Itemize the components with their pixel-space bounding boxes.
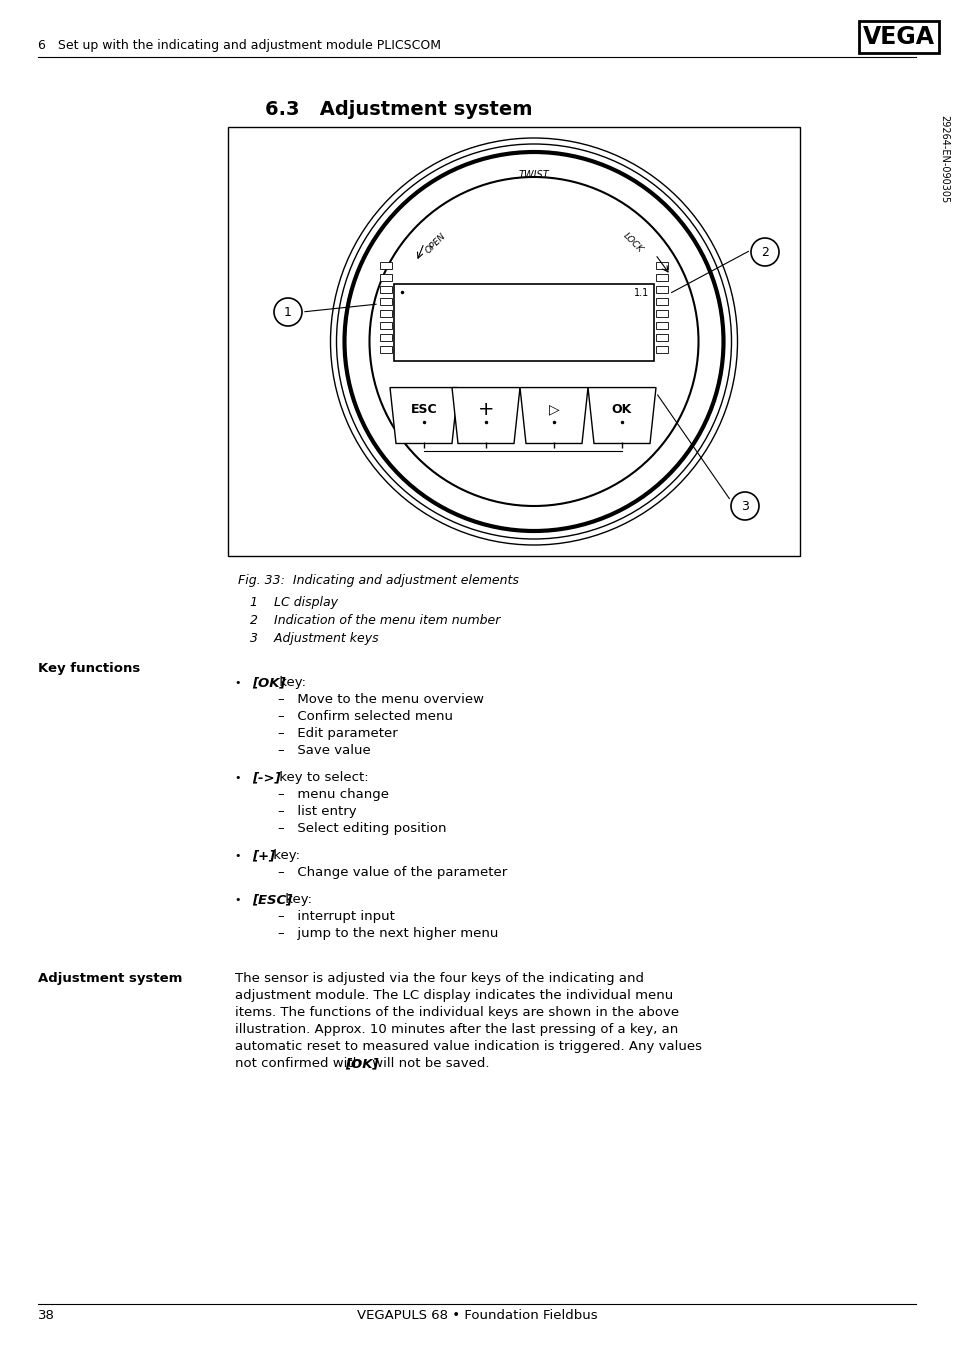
- Text: Fig. 33:  Indicating and adjustment elements: Fig. 33: Indicating and adjustment eleme…: [237, 574, 518, 588]
- Text: will not be saved.: will not be saved.: [368, 1057, 490, 1070]
- Bar: [379, 322, 392, 329]
- Text: •: •: [233, 773, 240, 783]
- PathPatch shape: [390, 387, 457, 444]
- Text: VEGAPULS 68 • Foundation Fieldbus: VEGAPULS 68 • Foundation Fieldbus: [356, 1309, 597, 1322]
- Text: 6   Set up with the indicating and adjustment module PLICSCOM: 6 Set up with the indicating and adjustm…: [38, 39, 440, 51]
- Text: –   jump to the next higher menu: – jump to the next higher menu: [277, 927, 497, 940]
- Bar: [379, 310, 392, 317]
- Text: 1    LC display: 1 LC display: [250, 596, 337, 609]
- Bar: [394, 284, 654, 362]
- Text: [+]: [+]: [252, 849, 274, 862]
- Text: 1.1: 1.1: [633, 288, 648, 298]
- Bar: [656, 347, 667, 353]
- Text: 1: 1: [284, 306, 292, 318]
- Text: key to select:: key to select:: [274, 770, 369, 784]
- Text: •: •: [233, 895, 240, 904]
- Bar: [656, 310, 667, 317]
- Bar: [656, 286, 667, 294]
- Text: [OK] key:: [OK] key:: [252, 676, 313, 689]
- Text: key:: key:: [281, 894, 312, 906]
- Bar: [379, 286, 392, 294]
- Bar: [656, 263, 667, 269]
- Text: key:: key:: [269, 849, 300, 862]
- Text: [ESC] key:: [ESC] key:: [252, 894, 319, 906]
- Text: Key functions: Key functions: [38, 662, 140, 676]
- Bar: [656, 322, 667, 329]
- Text: +: +: [477, 399, 494, 418]
- Text: key:: key:: [274, 676, 306, 689]
- Text: –   menu change: – menu change: [277, 788, 389, 802]
- Text: automatic reset to measured value indication is triggered. Any values: automatic reset to measured value indica…: [234, 1040, 701, 1053]
- Text: 3: 3: [740, 500, 748, 513]
- Text: ESC: ESC: [410, 403, 436, 416]
- Bar: [656, 298, 667, 305]
- Bar: [379, 275, 392, 282]
- Text: ▷: ▷: [548, 402, 558, 417]
- Text: 6.3   Adjustment system: 6.3 Adjustment system: [265, 100, 532, 119]
- Text: –   Change value of the parameter: – Change value of the parameter: [277, 867, 507, 879]
- Text: –   Save value: – Save value: [277, 743, 371, 757]
- Text: not confirmed with: not confirmed with: [234, 1057, 365, 1070]
- Text: items. The functions of the individual keys are shown in the above: items. The functions of the individual k…: [234, 1006, 679, 1020]
- Text: VEGA: VEGA: [862, 24, 934, 49]
- Text: •: •: [233, 678, 240, 688]
- Text: TWIST: TWIST: [518, 171, 549, 180]
- Bar: [379, 347, 392, 353]
- Bar: [656, 275, 667, 282]
- Text: –   Confirm selected menu: – Confirm selected menu: [277, 709, 453, 723]
- Bar: [379, 334, 392, 341]
- Bar: [228, 127, 800, 556]
- Text: –   Move to the menu overview: – Move to the menu overview: [277, 693, 483, 705]
- PathPatch shape: [519, 387, 587, 444]
- Text: 38: 38: [38, 1309, 55, 1322]
- Text: •: •: [233, 852, 240, 861]
- Bar: [379, 298, 392, 305]
- Text: –   list entry: – list entry: [277, 806, 356, 818]
- Text: 3    Adjustment keys: 3 Adjustment keys: [250, 632, 378, 645]
- Text: OPEN: OPEN: [423, 232, 447, 255]
- Bar: [656, 334, 667, 341]
- Text: OK: OK: [611, 403, 632, 416]
- Text: [->]: [->]: [252, 770, 280, 784]
- Text: illustration. Approx. 10 minutes after the last pressing of a key, an: illustration. Approx. 10 minutes after t…: [234, 1024, 678, 1036]
- Text: [OK]: [OK]: [345, 1057, 378, 1070]
- Text: 29264-EN-090305: 29264-EN-090305: [938, 115, 948, 203]
- Text: [+] key:: [+] key:: [252, 849, 304, 862]
- Text: adjustment module. The LC display indicates the individual menu: adjustment module. The LC display indica…: [234, 988, 673, 1002]
- Text: –   Select editing position: – Select editing position: [277, 822, 446, 835]
- Text: [OK]: [OK]: [252, 676, 285, 689]
- Bar: [379, 263, 392, 269]
- PathPatch shape: [587, 387, 656, 444]
- Text: 2    Indication of the menu item number: 2 Indication of the menu item number: [250, 613, 500, 627]
- Text: –   Edit parameter: – Edit parameter: [277, 727, 397, 741]
- Text: LOCK: LOCK: [620, 232, 643, 255]
- PathPatch shape: [452, 387, 519, 444]
- Text: [->] key to select:: [->] key to select:: [252, 770, 372, 784]
- Circle shape: [369, 177, 698, 506]
- Text: –   interrupt input: – interrupt input: [277, 910, 395, 923]
- Text: 2: 2: [760, 245, 768, 259]
- Text: Adjustment system: Adjustment system: [38, 972, 182, 984]
- Text: The sensor is adjusted via the four keys of the indicating and: The sensor is adjusted via the four keys…: [234, 972, 643, 984]
- Text: [ESC]: [ESC]: [252, 894, 292, 906]
